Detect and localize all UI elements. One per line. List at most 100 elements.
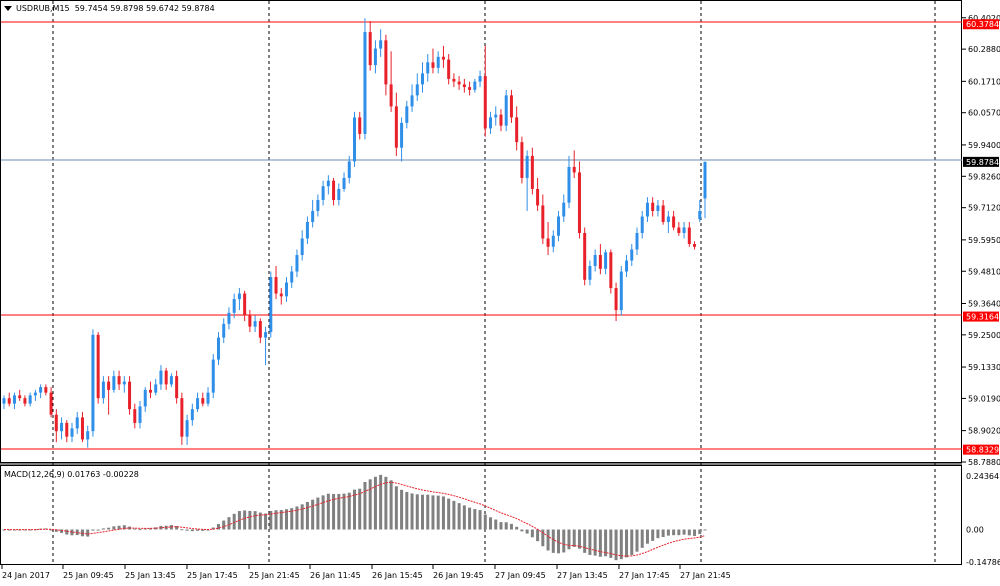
macd-bar <box>379 474 383 530</box>
macd-bar <box>431 495 435 530</box>
candle <box>515 106 519 151</box>
candle <box>478 70 482 88</box>
time-tick-label: 25 Jan 13:45 <box>125 571 176 580</box>
candle <box>394 92 398 156</box>
candle <box>609 249 613 294</box>
candle <box>572 150 576 178</box>
macd-bar <box>96 529 100 531</box>
candle <box>457 76 461 90</box>
level-badge: 59.3164 <box>963 311 999 322</box>
macd-bar <box>400 489 404 530</box>
candle <box>117 370 121 390</box>
macd-bar <box>295 506 299 530</box>
candle <box>441 45 445 68</box>
time-tick-label: 24 Jan 2017 <box>2 571 50 580</box>
candle <box>96 332 100 404</box>
macd-bar <box>593 529 597 556</box>
price-tick-label: 59.8260 <box>968 172 1000 181</box>
candle <box>588 260 592 286</box>
candle <box>180 392 184 445</box>
macd-bar <box>91 529 95 531</box>
macd-bar <box>572 529 576 547</box>
macd-bar <box>640 529 644 548</box>
price-tick-label: 59.5950 <box>968 236 1000 245</box>
macd-bar <box>222 520 226 530</box>
candle <box>379 29 383 57</box>
time-tick-label: 25 Jan 21:45 <box>249 571 300 580</box>
candle <box>70 422 74 443</box>
time-tick-label: 27 Jan 09:45 <box>495 571 546 580</box>
candle <box>530 147 534 195</box>
macd-bar <box>316 497 320 530</box>
candle <box>253 315 257 333</box>
macd-bar <box>661 529 665 537</box>
candle <box>237 288 241 311</box>
macd-bar <box>651 529 655 541</box>
macd-panel-frame <box>0 465 962 565</box>
price-tick-label: 59.3640 <box>968 299 1000 308</box>
macd-bar <box>598 529 602 557</box>
candle <box>332 177 336 206</box>
macd-bar <box>211 527 215 530</box>
candle <box>264 326 268 366</box>
candle <box>672 210 676 231</box>
macd-bar <box>49 529 53 531</box>
macd-bar <box>698 529 702 535</box>
macd-bar <box>562 529 566 553</box>
candle <box>698 199 702 222</box>
level-lines[interactable] <box>1 21 962 450</box>
candle <box>426 54 430 82</box>
dropdown-triangle-icon[interactable] <box>4 6 12 11</box>
candle <box>60 417 64 440</box>
macd-bar <box>609 529 613 558</box>
candle <box>677 221 681 236</box>
macd-bar <box>478 510 482 530</box>
macd-bar <box>672 529 676 536</box>
price-axis[interactable]: 60.4020 60.2880 60.1710 60.0570 59.9400 59.82… <box>962 14 1000 467</box>
macd-bar <box>70 529 74 536</box>
macd-bar <box>373 476 377 530</box>
macd-bar <box>504 522 508 530</box>
macd-bar <box>86 529 90 537</box>
macd-bar <box>248 510 252 530</box>
chart-header: USDRUB,M15 59.7454 59.8798 59.6742 59.87… <box>4 4 215 13</box>
candle <box>326 175 330 195</box>
macd-bar <box>410 493 414 530</box>
candle <box>190 403 194 426</box>
macd-bar <box>54 529 58 532</box>
candle <box>75 411 79 434</box>
macd-bar <box>520 529 524 532</box>
candle <box>541 194 545 245</box>
svg-text:59.3164: 59.3164 <box>966 313 999 322</box>
candle <box>405 100 409 129</box>
macd-bar <box>196 529 200 531</box>
candle <box>39 384 43 399</box>
macd-bar <box>107 527 111 530</box>
macd-bar <box>468 507 472 530</box>
candle <box>274 266 278 300</box>
macd-bar <box>368 479 372 530</box>
macd-bar <box>405 492 409 530</box>
candle <box>693 241 697 250</box>
candle <box>316 194 320 217</box>
candle <box>452 73 456 88</box>
main-chart-frame <box>0 0 962 463</box>
candle <box>661 199 665 225</box>
candle <box>666 210 670 233</box>
candle <box>410 84 414 112</box>
price-tick-label: 60.4020 <box>968 14 1000 23</box>
candle <box>473 78 477 93</box>
macd-bar <box>180 529 184 531</box>
candle <box>358 111 362 140</box>
time-axis[interactable]: 24 Jan 2017 25 Jan 09:45 25 Jan 13:45 25 Ja… <box>1 565 731 580</box>
candle <box>614 282 618 322</box>
level-badge: 60.3784 <box>963 19 999 30</box>
candle <box>107 376 111 415</box>
macd-bar <box>426 494 430 530</box>
candlestick-series <box>2 18 707 448</box>
price-tick-label: 59.0190 <box>968 394 1000 403</box>
candle <box>279 288 283 305</box>
macd-bar <box>682 529 686 535</box>
macd-bar <box>389 480 393 530</box>
